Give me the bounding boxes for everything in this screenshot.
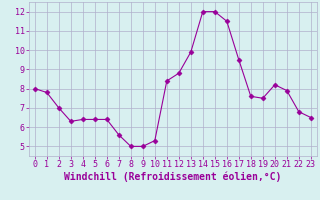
X-axis label: Windchill (Refroidissement éolien,°C): Windchill (Refroidissement éolien,°C): [64, 172, 282, 182]
